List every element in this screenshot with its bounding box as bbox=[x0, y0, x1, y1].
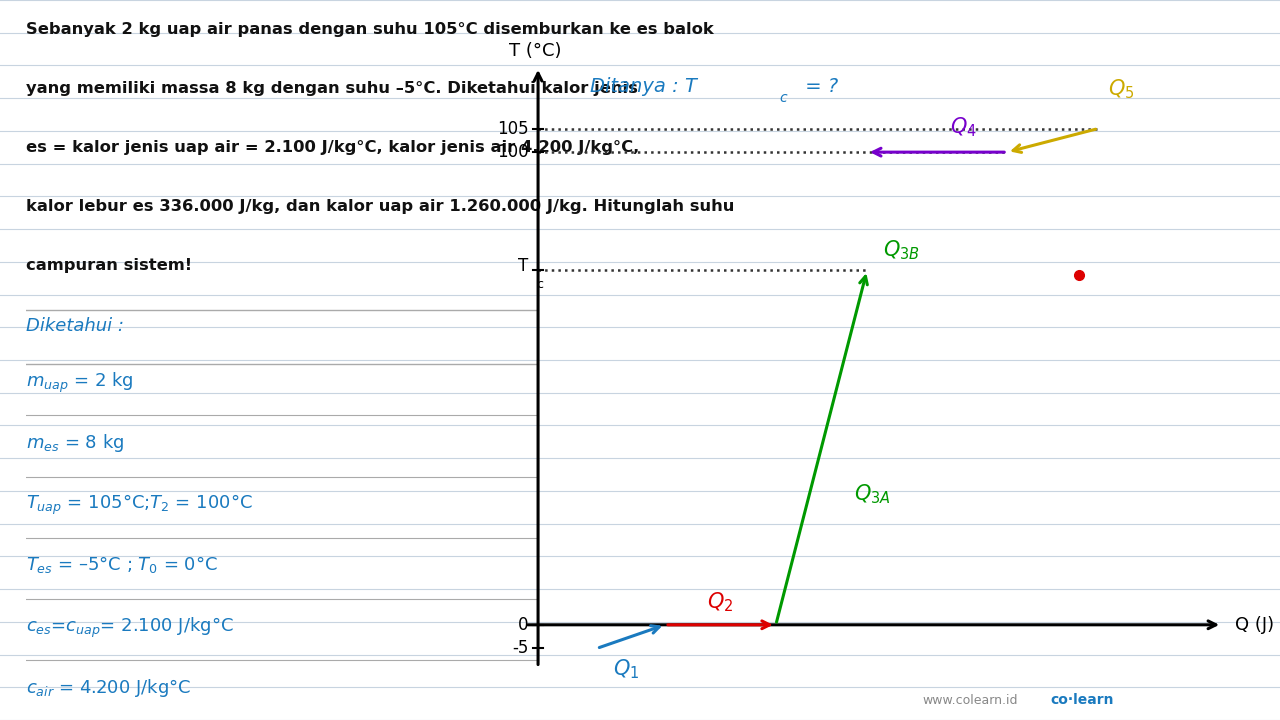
Text: Ditanya : T: Ditanya : T bbox=[590, 76, 698, 96]
Text: Q (J): Q (J) bbox=[1235, 616, 1274, 634]
Text: $c_{air}$ = 4.200 J/kg°C: $c_{air}$ = 4.200 J/kg°C bbox=[26, 677, 191, 699]
Text: T: T bbox=[518, 256, 529, 274]
Text: es = kalor jenis uap air = 2.100 J/kg°C, kalor jenis air 4.200 J/kg°C,: es = kalor jenis uap air = 2.100 J/kg°C,… bbox=[26, 140, 639, 155]
Text: T (°C): T (°C) bbox=[508, 42, 561, 60]
Text: $m_{uap}$ = 2 kg: $m_{uap}$ = 2 kg bbox=[26, 371, 133, 395]
Text: campuran sistem!: campuran sistem! bbox=[26, 258, 192, 273]
Text: Diketahui :: Diketahui : bbox=[26, 317, 124, 335]
Text: -5: -5 bbox=[512, 639, 529, 657]
Text: $m_{es}$ = 8 kg: $m_{es}$ = 8 kg bbox=[26, 432, 124, 454]
Text: c: c bbox=[780, 91, 787, 104]
Text: $Q_5$: $Q_5$ bbox=[1108, 78, 1134, 101]
Text: $Q_2$: $Q_2$ bbox=[708, 590, 733, 614]
Text: 100: 100 bbox=[497, 143, 529, 161]
Text: $Q_1$: $Q_1$ bbox=[613, 658, 639, 682]
Text: $c_{es}$=$c_{uap}$= 2.100 J/kg°C: $c_{es}$=$c_{uap}$= 2.100 J/kg°C bbox=[26, 616, 233, 640]
Text: kalor lebur es 336.000 J/kg, dan kalor uap air 1.260.000 J/kg. Hitunglah suhu: kalor lebur es 336.000 J/kg, dan kalor u… bbox=[26, 199, 733, 214]
Text: 105: 105 bbox=[497, 120, 529, 138]
Text: 0: 0 bbox=[518, 616, 529, 634]
Text: $Q_{3B}$: $Q_{3B}$ bbox=[883, 238, 920, 262]
Text: Sebanyak 2 kg uap air panas dengan suhu 105°C disemburkan ke es balok: Sebanyak 2 kg uap air panas dengan suhu … bbox=[26, 22, 713, 37]
Text: $T_{uap}$ = 105°C;$T_2$ = 100°C: $T_{uap}$ = 105°C;$T_2$ = 100°C bbox=[26, 493, 252, 518]
Text: = ?: = ? bbox=[799, 76, 838, 96]
Text: co·learn: co·learn bbox=[1050, 693, 1114, 707]
Text: $T_{es}$ = –5°C ; $T_0$ = 0°C: $T_{es}$ = –5°C ; $T_0$ = 0°C bbox=[26, 554, 218, 575]
Text: yang memiliki massa 8 kg dengan suhu –5°C. Diketahui kalor jenis: yang memiliki massa 8 kg dengan suhu –5°… bbox=[26, 81, 637, 96]
Text: $Q_4$: $Q_4$ bbox=[950, 115, 977, 139]
Text: c: c bbox=[536, 278, 543, 291]
Text: www.colearn.id: www.colearn.id bbox=[922, 694, 1018, 707]
Text: $Q_{3A}$: $Q_{3A}$ bbox=[854, 482, 891, 506]
